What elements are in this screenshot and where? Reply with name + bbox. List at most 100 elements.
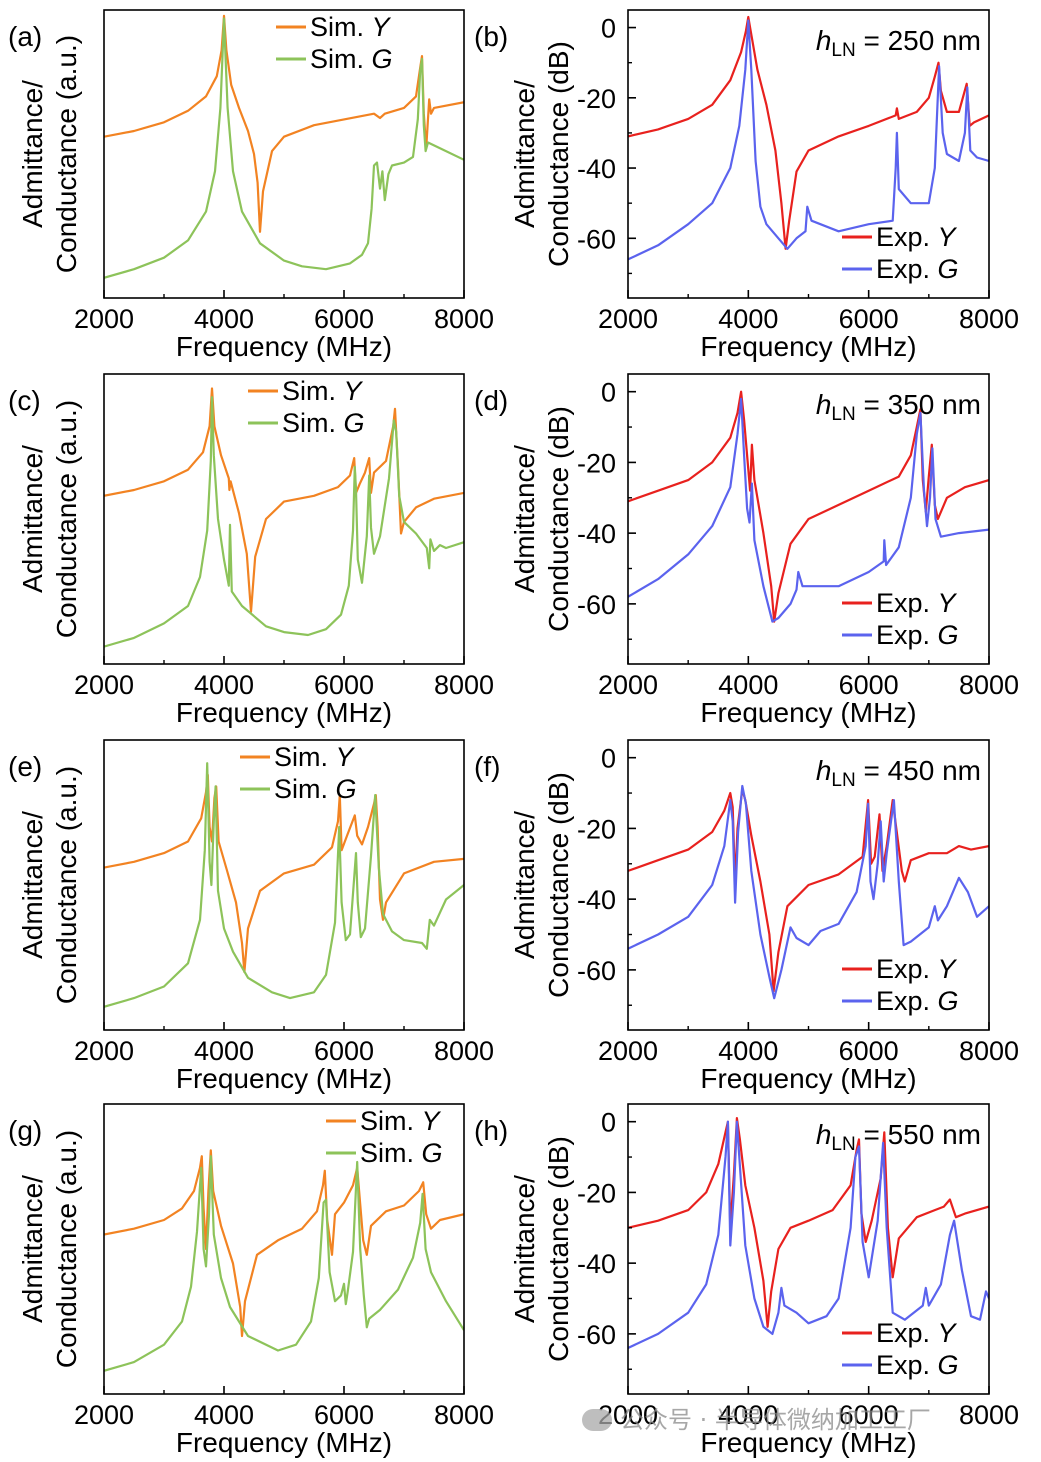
legend-entry: Exp. Y xyxy=(876,954,958,984)
panel-a: 2000 4000 6000 8000 Frequency (MHz) Admittanc… xyxy=(8,9,494,362)
y-tick-label: -40 xyxy=(577,1249,616,1279)
y-axis-label-line2: Conductance (dB) xyxy=(543,1136,574,1362)
x-tick-label: 8000 xyxy=(434,1036,494,1066)
y-tick-label: -40 xyxy=(577,519,616,549)
thickness-label: hLN = 250 nm xyxy=(816,25,981,61)
series-line-sim-g xyxy=(104,762,464,1008)
x-tick-label: 6000 xyxy=(839,1400,899,1430)
y-axis-label-line2: Conductance (dB) xyxy=(543,41,574,267)
x-tick-label: 2000 xyxy=(598,304,658,334)
y-axis-label-line2: Conductance (a.u.) xyxy=(51,400,82,638)
legend-entry: Exp. G xyxy=(876,254,959,284)
x-tick-label: 8000 xyxy=(434,304,494,334)
series-line-sim-g xyxy=(104,17,464,279)
y-tick-label: 0 xyxy=(601,744,616,774)
x-tick-label: 6000 xyxy=(314,670,374,700)
panel-label: (d) xyxy=(474,385,508,416)
legend-entry: Exp. G xyxy=(876,1350,959,1380)
x-tick-label: 6000 xyxy=(839,670,899,700)
x-tick-label: 2000 xyxy=(598,1036,658,1066)
panel-label: (e) xyxy=(8,751,42,782)
panel-d: 2000 4000 6000 8000 0 -20 -40 -60 Frequency (MHz… xyxy=(474,373,1019,728)
watermark: 公众号 · 半导体微纳加工工厂 xyxy=(582,1400,931,1435)
legend-entry: Sim. G xyxy=(360,1138,443,1168)
y-axis-label-line1: Admittance/ xyxy=(17,1175,48,1323)
series-line-exp-g xyxy=(628,1120,989,1349)
panel-label: (g) xyxy=(8,1115,42,1146)
watermark-text: 公众号 · 半导体微纳加工工厂 xyxy=(620,1406,931,1434)
y-axis-label-line1: Admittance/ xyxy=(509,811,540,959)
x-tick-label: 4000 xyxy=(194,1400,254,1430)
series-line-exp-g xyxy=(628,397,989,623)
legend-entry: Sim. G xyxy=(282,408,365,438)
y-axis-label-line1: Admittance/ xyxy=(17,811,48,959)
x-tick-label: 4000 xyxy=(718,304,778,334)
y-tick-label: -20 xyxy=(577,814,616,844)
series-line-exp-g xyxy=(628,19,989,261)
legend-entry: Sim. G xyxy=(310,44,393,74)
x-tick-label: 6000 xyxy=(314,1036,374,1066)
y-tick-label: -60 xyxy=(577,590,616,620)
y-tick-label: 0 xyxy=(601,378,616,408)
series-line-sim-g xyxy=(104,396,464,648)
y-tick-label: -60 xyxy=(577,224,616,254)
y-tick-label: -20 xyxy=(577,448,616,478)
panel-f: 2000 4000 6000 8000 0 -20 -40 -60 Frequency (MHz… xyxy=(474,739,1019,1094)
y-tick-label: -40 xyxy=(577,154,616,184)
legend-entry: Exp. G xyxy=(876,620,959,650)
legend-entry: Exp. Y xyxy=(876,222,958,252)
y-axis-label-line1: Admittance/ xyxy=(17,445,48,593)
y-tick-label: -40 xyxy=(577,885,616,915)
y-axis-label-line1: Admittance/ xyxy=(509,445,540,593)
series-line-sim-g xyxy=(104,1155,464,1372)
x-tick-label: 2000 xyxy=(598,670,658,700)
x-tick-label: 6000 xyxy=(839,1036,899,1066)
y-axis-label-line2: Conductance (dB) xyxy=(543,406,574,632)
legend-entry: Sim. Y xyxy=(274,742,356,772)
x-axis-label: Frequency (MHz) xyxy=(176,697,392,728)
x-tick-label: 4000 xyxy=(194,1036,254,1066)
x-tick-label: 4000 xyxy=(194,670,254,700)
legend-entry: Exp. Y xyxy=(876,1318,958,1348)
y-axis-label-line1: Admittance/ xyxy=(17,80,48,228)
x-axis-label: Frequency (MHz) xyxy=(176,1063,392,1094)
y-axis-label-line1: Admittance/ xyxy=(509,1175,540,1323)
x-tick-label: 8000 xyxy=(959,304,1019,334)
legend-entry: Sim. Y xyxy=(282,376,364,406)
x-tick-label: 8000 xyxy=(434,1400,494,1430)
thickness-label: hLN = 550 nm xyxy=(816,1119,981,1155)
legend-entry: Sim. Y xyxy=(310,12,392,42)
x-tick-label: 2000 xyxy=(74,1400,134,1430)
series-line-exp-g xyxy=(628,784,989,1000)
wechat-icon xyxy=(582,1409,612,1431)
panel-label: (a) xyxy=(8,21,42,52)
panel-label: (b) xyxy=(474,21,508,52)
x-tick-label: 4000 xyxy=(718,670,778,700)
x-tick-label: 2000 xyxy=(74,304,134,334)
series-line-exp-y xyxy=(628,15,989,250)
thickness-label: hLN = 450 nm xyxy=(816,755,981,791)
y-axis-label-line2: Conductance (dB) xyxy=(543,772,574,998)
y-tick-label: -60 xyxy=(577,1320,616,1350)
x-tick-label: 6000 xyxy=(839,304,899,334)
x-axis-label: Frequency (MHz) xyxy=(700,331,916,362)
panel-b: 2000 4000 6000 8000 0 -20 -40 -60 Frequency (MHz… xyxy=(474,9,1019,362)
panel-label: (c) xyxy=(8,385,41,416)
panel-label: (f) xyxy=(474,751,500,782)
thickness-label: hLN = 350 nm xyxy=(816,389,981,425)
y-tick-label: -20 xyxy=(577,84,616,114)
y-tick-label: -60 xyxy=(577,956,616,986)
x-tick-label: 8000 xyxy=(959,1036,1019,1066)
x-axis-label: Frequency (MHz) xyxy=(700,1063,916,1094)
series-line-sim-y xyxy=(104,387,464,613)
y-axis-label-line2: Conductance (a.u.) xyxy=(51,35,82,273)
legend-entry: Sim. G xyxy=(274,774,357,804)
x-tick-label: 8000 xyxy=(434,670,494,700)
